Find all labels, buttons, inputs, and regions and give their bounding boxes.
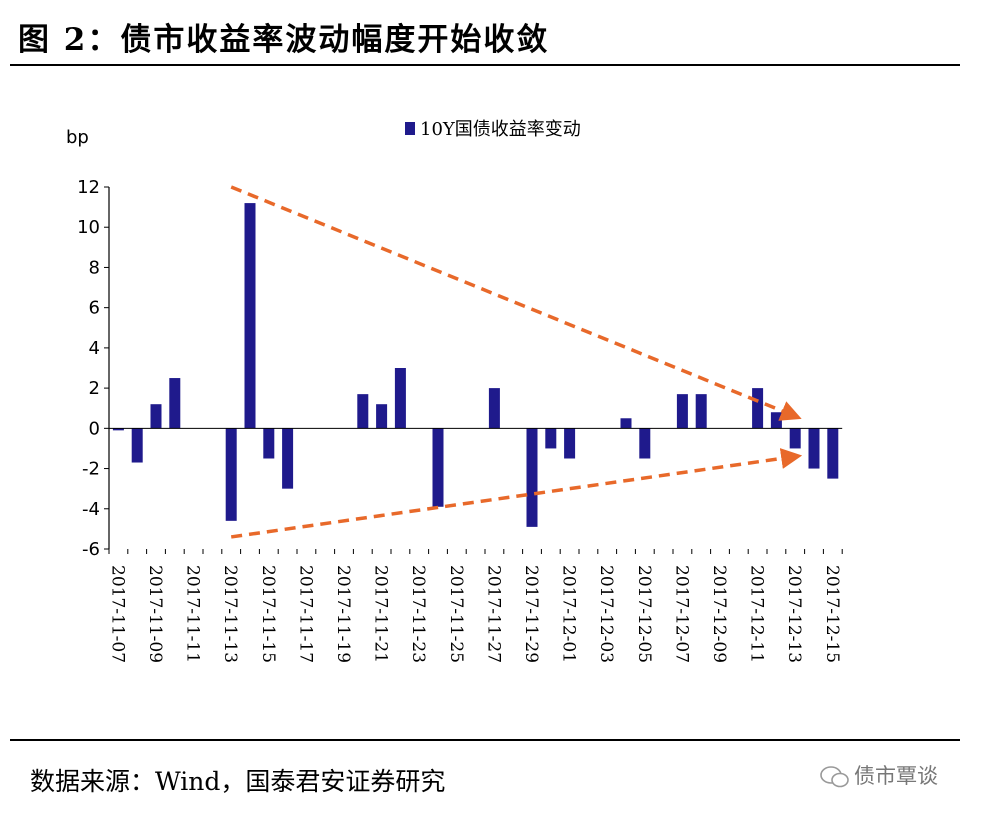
bar [376, 404, 388, 429]
bar [112, 428, 124, 431]
bar [695, 394, 707, 429]
x-tick-label: 2017-12-09 [709, 565, 729, 663]
x-tick-label: 2017-11-27 [483, 565, 503, 663]
bar [244, 203, 256, 429]
x-tick-label: 2017-11-13 [220, 565, 240, 663]
wechat-icon [820, 766, 849, 788]
bar [545, 428, 557, 449]
source-note: 数据来源：Wind，国泰君安证券研究 [30, 767, 446, 796]
x-tick-label: 2017-11-19 [333, 565, 353, 663]
x-tick-label: 2017-11-29 [521, 565, 541, 663]
x-tick-label: 2017-12-13 [784, 565, 804, 663]
bar [770, 412, 782, 429]
bar [789, 428, 801, 449]
x-tick-label: 2017-11-25 [446, 565, 466, 663]
bar [357, 394, 369, 429]
x-tick-label: 2017-11-11 [183, 565, 203, 663]
bar [282, 428, 294, 489]
watermark: 债市覃谈 [820, 760, 938, 790]
bar [225, 428, 237, 521]
x-tick-label: 2017-12-01 [559, 565, 579, 663]
y-tick-label: 4 [89, 338, 100, 359]
y-tick-label: -6 [82, 539, 100, 560]
bottom-rule [10, 739, 960, 741]
x-tick-label: 2017-11-21 [371, 565, 391, 663]
y-tick-label: 0 [89, 418, 100, 439]
x-tick-label: 2017-11-07 [107, 565, 127, 663]
y-tick-label: -4 [82, 499, 100, 520]
bar [150, 404, 162, 429]
x-tick-label: 2017-11-17 [295, 565, 315, 663]
bar [752, 388, 764, 429]
x-tick-label: 2017-11-23 [408, 565, 428, 663]
bar [676, 394, 688, 429]
y-tick-label: -2 [82, 459, 100, 480]
x-tick-label: 2017-12-03 [596, 565, 616, 663]
trend-arrow [230, 185, 802, 421]
x-tick-label: 2017-12-05 [634, 565, 654, 663]
y-tick-label: 8 [89, 257, 100, 278]
bar [394, 368, 406, 429]
bar [131, 428, 143, 463]
y-tick-label: 6 [89, 298, 100, 319]
watermark-text: 债市覃谈 [854, 764, 938, 788]
x-tick-label: 2017-12-11 [747, 565, 767, 663]
bar [526, 428, 538, 527]
y-tick-label: 2 [89, 378, 100, 399]
y-axis-label: bp [66, 127, 89, 148]
bar [263, 428, 275, 459]
legend: 10Y国债收益率变动 [405, 119, 581, 140]
bar [432, 428, 444, 507]
trend-arrow [230, 448, 803, 539]
y-tick-label: 12 [77, 177, 100, 198]
x-tick-label: 2017-11-09 [145, 565, 165, 663]
legend-swatch [405, 122, 415, 135]
bar-chart: 12 10 8 6 4 2 0 -2 -4 -6 2017-11-07 2017-11-09 2017-… [66, 119, 843, 663]
figure-title: 图 2：债市收益率波动幅度开始收敛 [18, 22, 550, 58]
bar [620, 418, 632, 429]
x-tick-label: 2017-12-15 [822, 565, 842, 663]
bar [639, 428, 651, 459]
bar [808, 428, 820, 469]
bar [169, 378, 181, 429]
bar [488, 388, 500, 429]
top-rule [10, 64, 960, 66]
legend-label: 10Y国债收益率变动 [420, 119, 581, 140]
y-tick-label: 10 [77, 217, 100, 238]
bar [564, 428, 576, 459]
bar [827, 428, 839, 479]
x-tick-label: 2017-11-15 [258, 565, 278, 663]
x-tick-label: 2017-12-07 [671, 565, 691, 663]
